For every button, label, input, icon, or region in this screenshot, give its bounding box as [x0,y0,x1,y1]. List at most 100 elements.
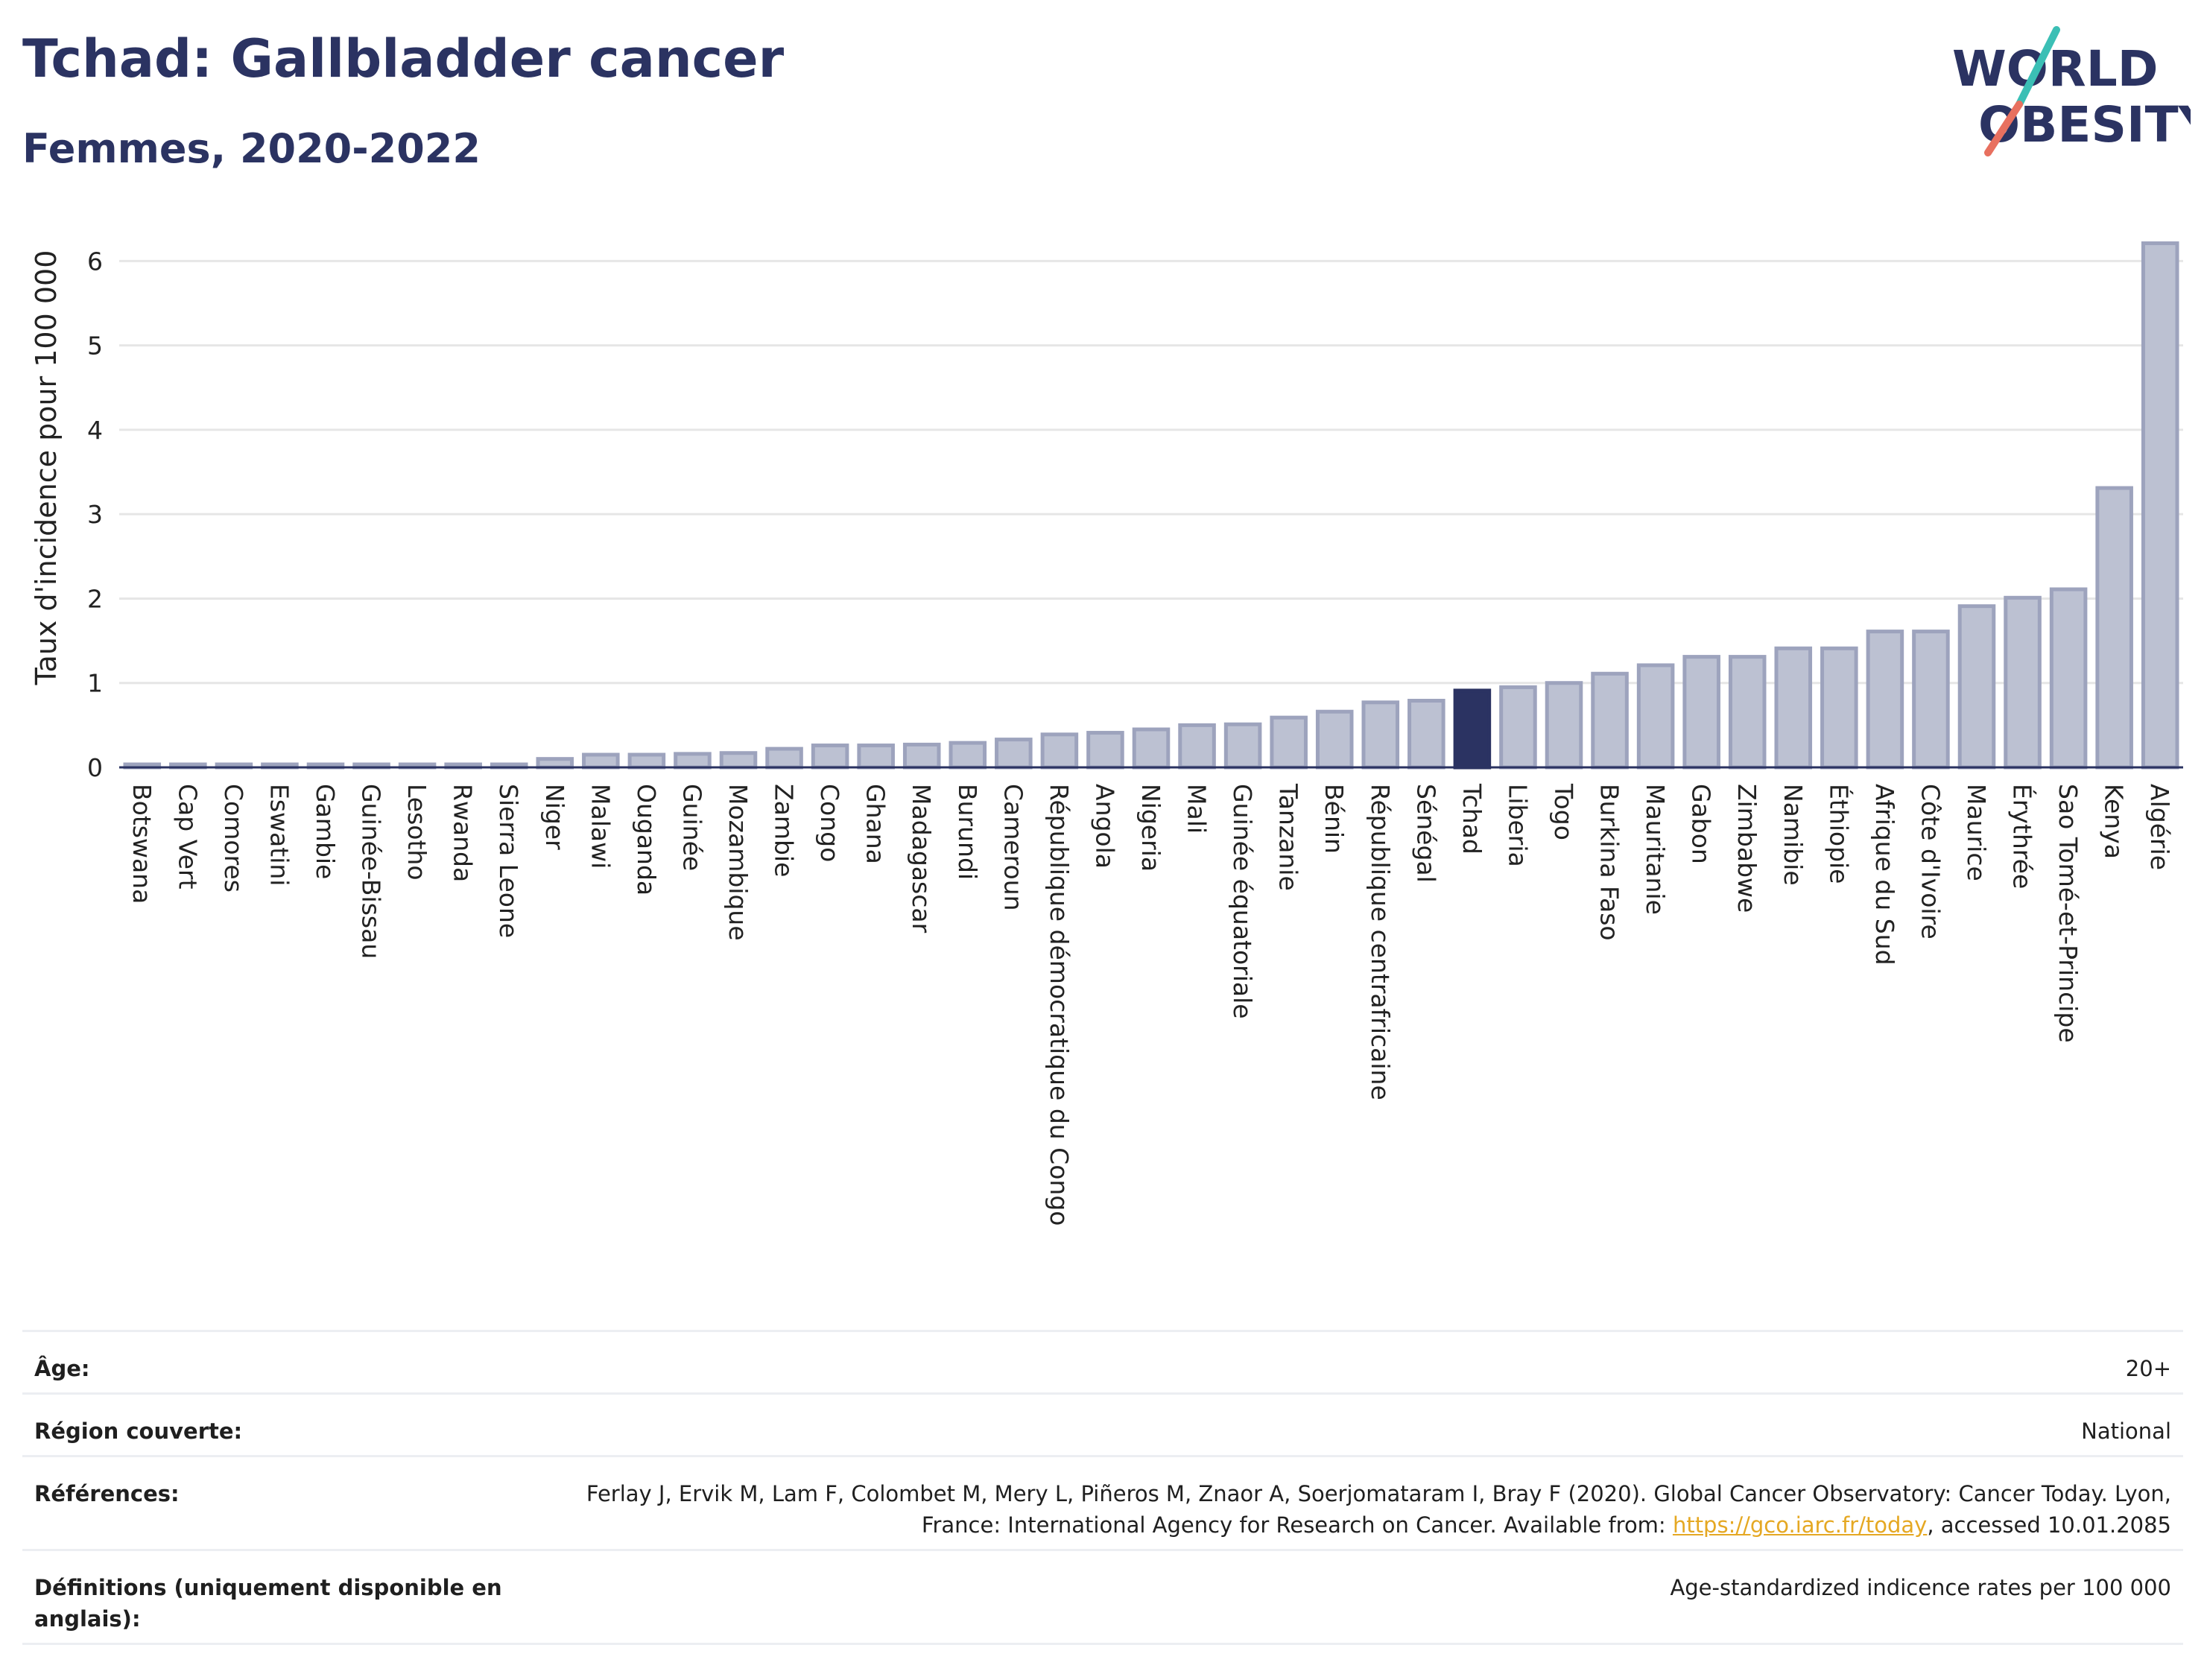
bar-33 [1636,663,1675,770]
y-axis-label: Taux d'incidence pour 100 000 [30,250,63,686]
info-row-region: Région couverte: National [22,1392,2183,1455]
bar-38 [1866,630,1904,770]
x-tick-label: Sierra Leone [494,784,523,938]
page-title: Tchad: Gallbladder cancer [22,28,785,89]
references-text: Ferlay J, Ervik M, Lam F, Colombet M, Me… [586,1481,2171,1538]
x-tick-label: Mozambique [723,784,753,941]
x-tick-label: Guinée-Bissau [357,784,386,959]
x-tick-label: Eswatini [265,784,294,886]
x-tick-label: Guinée [677,784,706,871]
age-label: Âge: [34,1356,90,1381]
bar-36 [1774,646,1813,770]
x-tick-label: Niger [540,784,569,850]
world-obesity-logo: WORLD OBESITY [1952,26,2191,156]
bar-37 [1820,646,1858,770]
references-label: Références: [34,1481,180,1506]
bar-23 [1178,723,1216,770]
x-tick-label: Afrique du Sud [1870,784,1899,966]
bar-40 [1957,604,1996,770]
region-label: Région couverte: [34,1419,243,1444]
info-table: Âge: 20+ Région couverte: National Référ… [22,1330,2183,1645]
x-tick-label: Côte d'Ivoire [1916,784,1945,939]
x-tick-label: Zimbabwe [1732,784,1761,913]
bar-10 [582,752,620,770]
x-tick-label: Rwanda [449,784,478,882]
age-value: 20+ [2125,1356,2171,1381]
x-tick-label: République démocratique du Congo [1045,784,1074,1226]
page-subtitle: Femmes, 2020-2022 [22,125,481,172]
x-tick-label: Kenya [2100,784,2129,859]
x-tick-label: Malawi [586,784,615,869]
info-row-references: Références: Ferlay J, Ervik M, Lam F, Co… [22,1455,2183,1549]
bar-27 [1361,700,1400,770]
x-tick-label: Zambie [770,784,799,877]
y-tick-label: 0 [87,753,103,782]
bar-12 [674,752,712,770]
bar-18 [949,741,987,770]
logo-slash-teal [2015,26,2060,108]
x-tick-label: Mauritanie [1641,784,1670,915]
x-tick-label: Togo [1549,783,1578,840]
y-tick-label: 3 [87,500,103,529]
x-tick-label: Ghana [861,784,890,864]
x-tick-label: Sénégal [1411,784,1440,883]
region-value: National [2081,1419,2171,1444]
x-tick-label: Angola [1090,784,1119,869]
bar-32 [1591,671,1629,770]
bar-42 [2049,587,2088,770]
x-tick-label: Lesotho [402,784,431,881]
x-tick-label: Cap Vert [173,784,202,890]
x-tick-label: Burkina Faso [1595,784,1624,941]
x-tick-label: Bénin [1320,784,1349,854]
bar-43 [2095,486,2133,770]
x-tick-label: République centrafricaine [1366,784,1395,1100]
x-tick-label: Burundi [953,784,982,880]
x-tick-label: Liberia [1503,784,1532,867]
x-tick-label: Madagascar [907,784,936,933]
bar-26 [1315,709,1354,770]
x-tick-label: Érythrée [2008,784,2038,889]
bar-29 [1453,688,1492,770]
x-tick-label: Botswana [127,784,156,904]
bar-25 [1270,715,1308,770]
y-tick-label: 2 [87,584,103,613]
bar-13 [719,751,758,770]
x-tick-label: Congo [815,784,844,862]
x-tick-label: Comores [219,784,248,893]
x-tick-label: Tchad [1457,783,1486,855]
logo-line-2: OBESITY [1978,96,2191,153]
x-tick-label: Sao Tomé-et-Principe [2053,784,2083,1043]
info-row-definitions: Définitions (uniquement disponible en an… [22,1549,2183,1643]
y-tick-label: 1 [87,669,103,698]
x-tick-label: Tanzanie [1274,783,1303,891]
bar-30 [1499,685,1537,770]
y-tick-label: 5 [87,332,103,361]
bar-chart: 0 1 2 3 4 5 6 Taux d'incidence pour 100 000 Bots… [30,241,2183,1226]
bar-39 [1912,630,1950,770]
references-link[interactable]: https://gco.iarc.fr/today [1672,1512,1928,1538]
info-bottom-divider [22,1643,2183,1645]
x-tick-label: Maurice [1962,784,1991,881]
bar-16 [857,744,895,770]
definitions-value: Age-standardized indicence rates per 100… [1670,1575,2171,1600]
logo-slash-coral [1984,101,2023,156]
bar-19 [995,738,1033,770]
x-tick-label: Gabon [1687,784,1716,864]
x-tick-label: Cameroun [998,784,1027,911]
bar-41 [2004,595,2042,770]
x-tick-label: Mali [1182,784,1212,834]
bar-44 [2141,241,2179,770]
bar-17 [902,742,941,770]
y-tick-label: 6 [87,247,103,276]
x-tick-label: Ouganda [632,784,661,896]
bar-34 [1682,655,1720,770]
logo-line-1: WORLD [1952,40,2159,98]
bar-11 [627,752,666,770]
bar-14 [765,747,803,770]
bar-20 [1040,732,1079,770]
x-tick-label: Namibie [1779,784,1808,886]
x-tick-label: Algérie [2145,784,2174,870]
bar-21 [1086,731,1124,770]
x-tick-label: Gambie [311,784,340,879]
bar-24 [1223,722,1262,770]
